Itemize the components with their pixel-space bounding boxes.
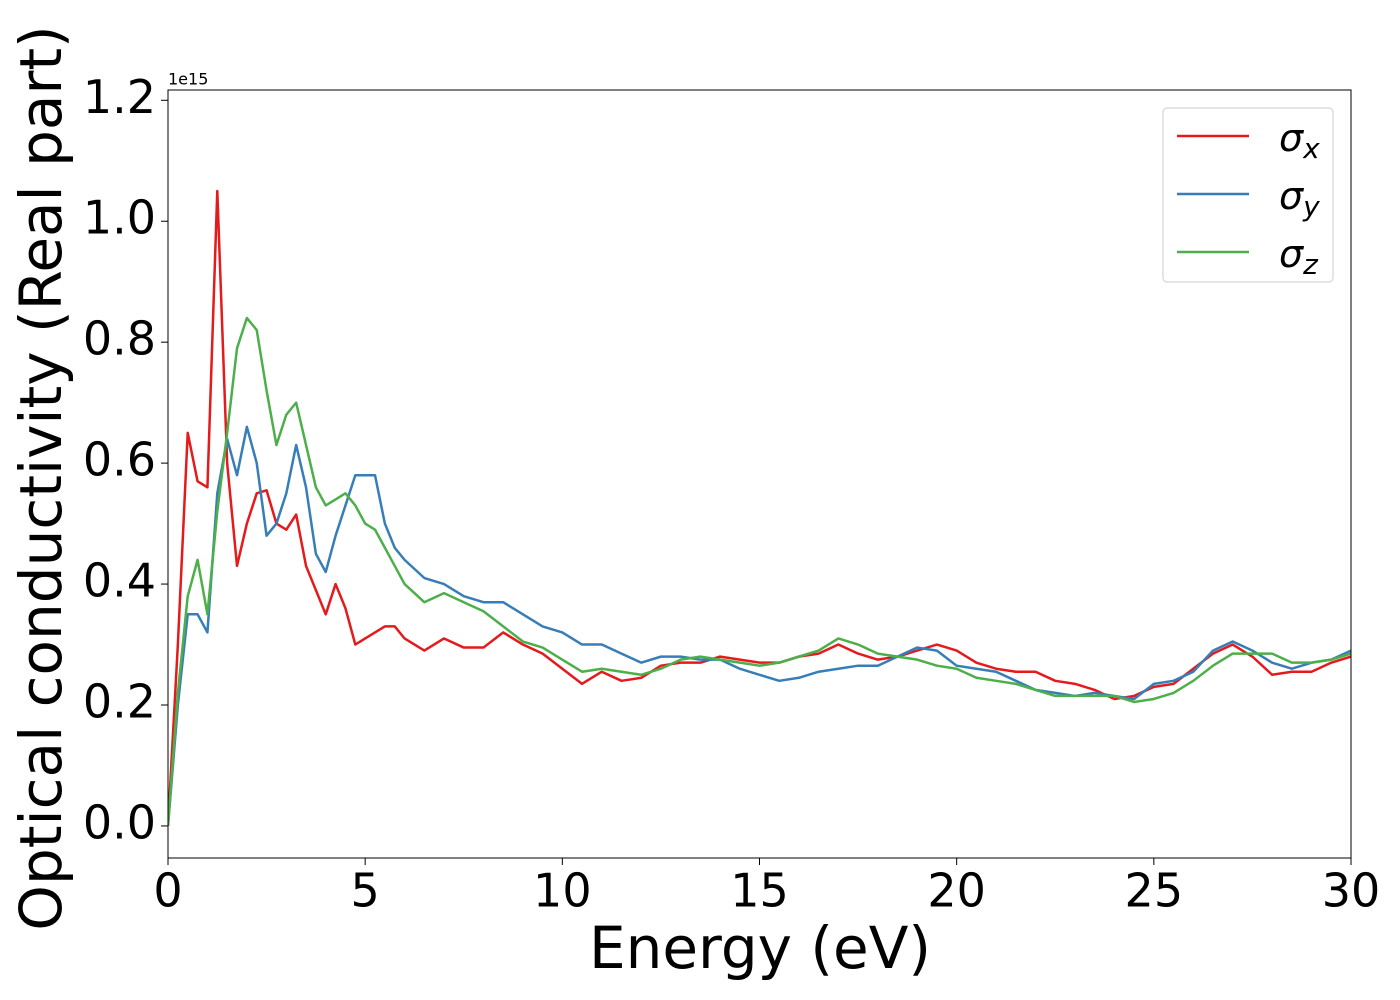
legend-label: σy bbox=[1279, 174, 1320, 224]
legend-label: σz bbox=[1279, 232, 1319, 282]
x-axis-label: Energy (eV) bbox=[589, 914, 931, 982]
x-tick-label: 5 bbox=[351, 864, 380, 918]
data-line bbox=[168, 316, 1351, 827]
y-tick-label: 0.4 bbox=[83, 554, 156, 608]
x-tick-label: 30 bbox=[1322, 864, 1381, 918]
offset-label: 1e15 bbox=[168, 70, 208, 89]
y-tick-label: 1.0 bbox=[83, 191, 156, 245]
y-tick-label: 0.0 bbox=[83, 795, 156, 849]
x-tick-label: 0 bbox=[153, 864, 182, 918]
y-tick-label: 1.2 bbox=[83, 70, 156, 124]
x-tick-label: 20 bbox=[927, 864, 986, 918]
y-tick-label: 0.8 bbox=[83, 312, 156, 366]
legend-label: σx bbox=[1279, 116, 1320, 166]
x-tick-label: 10 bbox=[533, 864, 592, 918]
x-tick-label: 15 bbox=[730, 864, 789, 918]
y-tick-label: 0.6 bbox=[83, 433, 156, 487]
y-tick-label: 0.2 bbox=[83, 675, 156, 729]
y-axis-label: Optical conductivity (Real part) bbox=[7, 25, 75, 930]
plot-frame bbox=[167, 89, 1352, 859]
x-tick-label: 25 bbox=[1125, 864, 1184, 918]
data-line bbox=[168, 425, 1351, 827]
data-line bbox=[168, 189, 1351, 827]
